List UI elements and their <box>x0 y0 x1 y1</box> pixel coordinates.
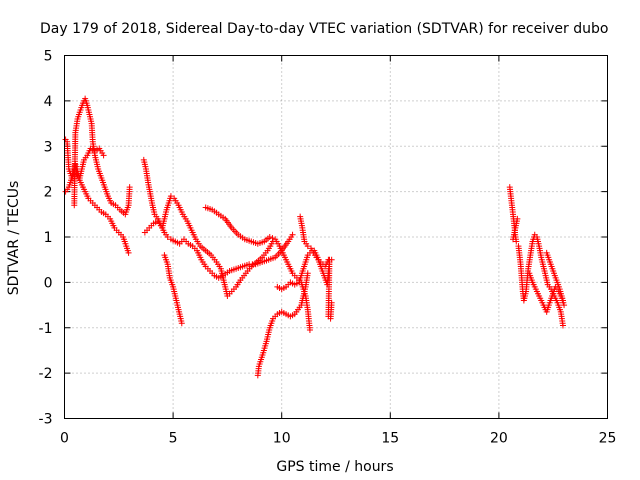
y-tick-label: 4 <box>44 94 53 110</box>
y-tick-label: 2 <box>44 185 53 201</box>
data-point <box>304 270 311 277</box>
data-point <box>559 322 566 329</box>
x-tick-label: 25 <box>599 431 617 447</box>
x-tick-label: 5 <box>169 431 178 447</box>
x-tick-label: 20 <box>490 431 508 447</box>
plot-frame <box>64 55 608 419</box>
data-point <box>125 249 132 256</box>
data-point <box>513 238 520 245</box>
x-tick-label: 10 <box>273 431 291 447</box>
data-point <box>559 297 566 304</box>
data-point <box>164 234 171 240</box>
data-point <box>269 235 276 242</box>
data-point <box>266 234 273 240</box>
x-tick-label: 15 <box>381 431 399 447</box>
gridlines <box>64 55 608 419</box>
y-tick-label: -1 <box>39 321 53 337</box>
data-points <box>62 95 568 379</box>
data-point <box>178 320 185 327</box>
data-point <box>304 243 311 250</box>
data-point <box>514 215 521 222</box>
y-tick-label: 0 <box>44 275 53 291</box>
data-point <box>289 231 296 238</box>
y-tick-label: -2 <box>39 366 53 382</box>
data-point <box>100 152 107 159</box>
data-point <box>167 193 174 200</box>
y-axis-label: SDTVAR / TECUs <box>6 181 22 296</box>
data-point <box>308 245 315 252</box>
data-point <box>306 327 313 334</box>
chart-title: Day 179 of 2018, Sidereal Day-to-day VTE… <box>40 21 608 37</box>
y-tick-label: 1 <box>44 230 53 246</box>
axis-ticks <box>64 55 608 419</box>
tick-labels: 0 5 10 15 20 25 -3 -2 -1 0 1 2 3 4 5 <box>39 49 617 447</box>
data-point <box>126 184 133 191</box>
y-tick-label: 3 <box>44 139 53 155</box>
data-point <box>561 302 568 309</box>
data-point <box>328 299 335 306</box>
x-axis-label: GPS time / hours <box>276 459 393 475</box>
x-tick-label: 0 <box>60 431 69 447</box>
y-tick-label: -3 <box>39 412 53 428</box>
y-tick-label: 5 <box>44 49 53 65</box>
